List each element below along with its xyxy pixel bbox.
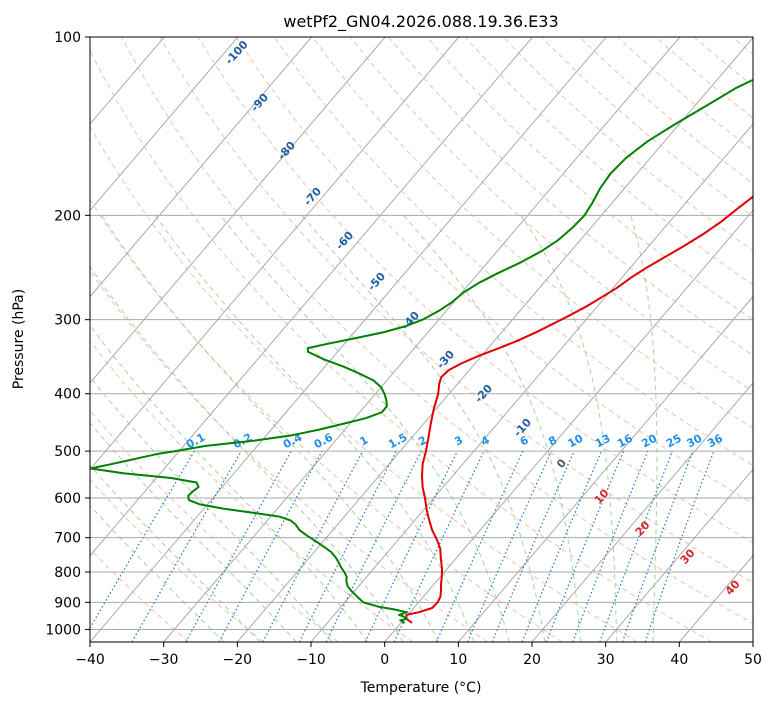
- x-tick-label: 10: [449, 652, 467, 668]
- y-tick-label: 100: [54, 30, 81, 46]
- moist-adiabat-line: [630, 215, 658, 642]
- isotherm-line: [384, 209, 753, 642]
- mixing-ratio-label: 30: [685, 432, 705, 451]
- isotherm-line: [531, 382, 753, 642]
- mixing-ratio-line: [644, 450, 715, 642]
- mixing-ratio-label: 13: [593, 432, 613, 451]
- y-tick-label: 300: [54, 313, 81, 329]
- y-tick-label: 700: [54, 531, 81, 547]
- x-tick-label: 40: [670, 652, 688, 668]
- mixing-ratio-label: 16: [615, 432, 635, 451]
- mixing-ratio-line: [545, 450, 625, 642]
- mixing-ratio-line: [521, 450, 603, 642]
- dry-adiabat-line: [426, 37, 753, 321]
- background-lines: [90, 37, 753, 642]
- dry-adiabat-line: [90, 478, 264, 642]
- x-tick-label: −20: [223, 652, 253, 668]
- dry-adiabat-line: [90, 198, 563, 642]
- x-tick-label: 0: [380, 652, 389, 668]
- dry-adiabat-line: [90, 49, 712, 642]
- mixing-ratio-line: [621, 450, 694, 642]
- moist-adiabat-line: [90, 324, 369, 642]
- mixing-ratio-line: [572, 450, 649, 642]
- y-axis-title: Pressure (hPa): [11, 289, 27, 389]
- moist-adiabat-line: [220, 214, 510, 642]
- dry-adiabat-line: [235, 37, 753, 505]
- mixing-ratio-line: [466, 450, 552, 642]
- moist-adiabat-line: [90, 265, 404, 642]
- mixing-ratio-label: 20: [639, 432, 659, 451]
- moist-adiabat-line: [520, 215, 618, 642]
- chart-title: wetPf2_GN04.2026.088.19.36.E33: [283, 12, 558, 32]
- isotherm-line: [605, 468, 753, 642]
- x-tick-label: −10: [296, 652, 326, 668]
- moist-adiabat-line: [301, 214, 546, 642]
- y-axis: 1000 900 800 700 600 500 400 300 200 100: [45, 30, 90, 638]
- y-tick-label: 1000: [45, 622, 81, 638]
- isotherm-line: [90, 37, 312, 298]
- isotherm-line: [457, 295, 753, 642]
- mixing-ratio-line: [435, 450, 524, 642]
- isotherm-line: [163, 37, 681, 642]
- dry-adiabat-line: [90, 125, 638, 642]
- y-tick-label: 500: [54, 444, 81, 460]
- dry-adiabat-line: [90, 409, 339, 642]
- isotherm-line: [236, 37, 753, 642]
- y-tick-label: 200: [54, 208, 81, 224]
- moist-adiabat-line: [154, 215, 475, 642]
- mixing-ratio-line: [218, 450, 323, 642]
- x-tick-label: 30: [597, 652, 615, 668]
- dry-adiabat-line: [312, 37, 753, 429]
- y-tick-label: 400: [54, 387, 81, 403]
- x-tick-label: 50: [744, 652, 762, 668]
- mixing-ratio-label: 36: [705, 432, 725, 451]
- x-axis-title: Temperature (°C): [360, 680, 482, 696]
- isotherm-line: [90, 37, 533, 557]
- y-tick-label: 900: [54, 595, 81, 611]
- isotherm-line: [90, 37, 386, 384]
- x-tick-label: 20: [523, 652, 541, 668]
- mixing-ratio-line: [325, 450, 422, 642]
- x-tick-label: −30: [149, 652, 179, 668]
- mixing-ratio-line: [298, 450, 397, 642]
- dry-adiabat-line: [90, 270, 488, 642]
- dry-adiabat-line: [159, 37, 753, 584]
- x-tick-label: −40: [75, 652, 105, 668]
- y-tick-label: 800: [54, 565, 81, 581]
- x-axis: −40 −30 −20 −10 0 10 20 30 40 50: [75, 642, 762, 668]
- mixing-ratio-label: 25: [664, 432, 684, 451]
- mixing-ratio-line: [599, 450, 674, 642]
- isotherm-line: [310, 123, 753, 642]
- mixing-ratio-label: 10: [566, 432, 586, 451]
- dry-adiabat-line: [121, 37, 753, 624]
- mixing-ratio-line: [491, 450, 575, 642]
- dewpoint-profile-line: [90, 78, 753, 624]
- moist-adiabat-line: [101, 215, 439, 642]
- y-tick-label: 600: [54, 491, 81, 507]
- plot-frame: [89, 36, 754, 643]
- isotherm-line: [90, 37, 460, 471]
- isotherm-line: [90, 37, 239, 212]
- mixing-ratio-line: [185, 450, 292, 642]
- temperature-profile-line: [405, 195, 753, 624]
- dry-adiabat-line: [90, 548, 190, 642]
- moist-adiabat-line: [403, 214, 582, 642]
- profile-lines: [90, 78, 753, 624]
- moist-adiabat-line: [90, 375, 333, 642]
